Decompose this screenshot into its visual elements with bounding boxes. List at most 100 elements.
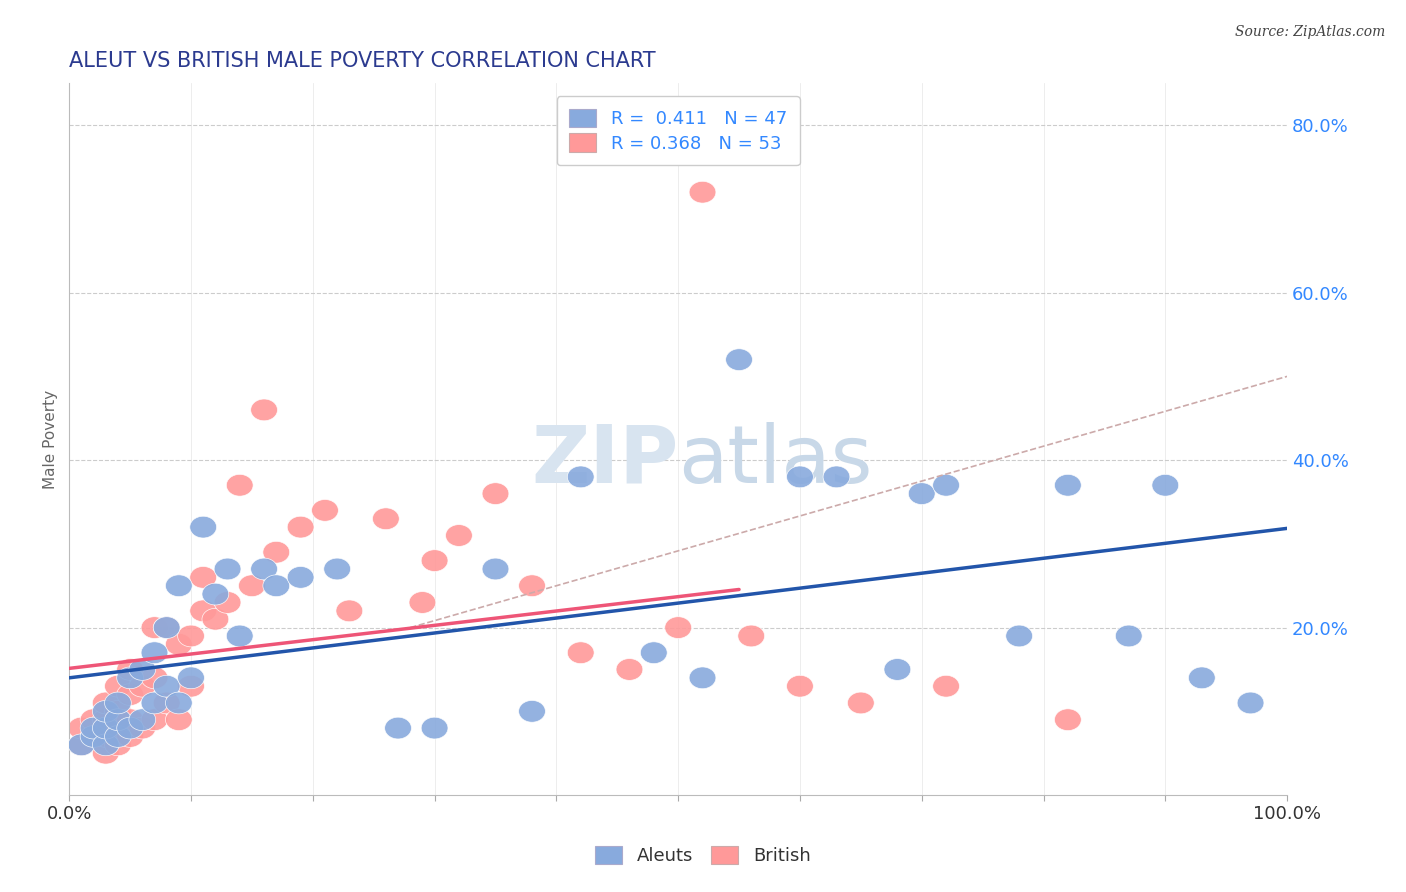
Ellipse shape xyxy=(689,667,716,689)
Ellipse shape xyxy=(665,616,692,639)
Ellipse shape xyxy=(104,692,131,714)
Legend: Aleuts, British: Aleuts, British xyxy=(586,837,820,874)
Ellipse shape xyxy=(1188,667,1215,689)
Ellipse shape xyxy=(226,475,253,496)
Ellipse shape xyxy=(202,608,229,630)
Ellipse shape xyxy=(725,349,752,370)
Ellipse shape xyxy=(93,709,120,731)
Ellipse shape xyxy=(519,700,546,723)
Ellipse shape xyxy=(166,633,193,656)
Text: atlas: atlas xyxy=(678,422,873,500)
Ellipse shape xyxy=(177,675,204,697)
Ellipse shape xyxy=(336,600,363,622)
Ellipse shape xyxy=(117,717,143,739)
Ellipse shape xyxy=(153,616,180,639)
Ellipse shape xyxy=(385,717,412,739)
Ellipse shape xyxy=(166,709,193,731)
Ellipse shape xyxy=(80,725,107,747)
Ellipse shape xyxy=(129,675,156,697)
Ellipse shape xyxy=(1152,475,1178,496)
Ellipse shape xyxy=(689,181,716,203)
Ellipse shape xyxy=(141,692,167,714)
Ellipse shape xyxy=(932,475,959,496)
Ellipse shape xyxy=(141,709,167,731)
Ellipse shape xyxy=(482,558,509,580)
Ellipse shape xyxy=(67,734,94,756)
Ellipse shape xyxy=(214,591,240,614)
Ellipse shape xyxy=(422,717,449,739)
Ellipse shape xyxy=(1115,625,1142,647)
Ellipse shape xyxy=(1237,692,1264,714)
Text: ZIP: ZIP xyxy=(531,422,678,500)
Ellipse shape xyxy=(932,675,959,697)
Ellipse shape xyxy=(166,692,193,714)
Ellipse shape xyxy=(80,717,107,739)
Ellipse shape xyxy=(153,692,180,714)
Ellipse shape xyxy=(104,675,131,697)
Ellipse shape xyxy=(848,692,875,714)
Ellipse shape xyxy=(312,500,339,521)
Ellipse shape xyxy=(287,516,314,538)
Ellipse shape xyxy=(93,692,120,714)
Ellipse shape xyxy=(568,642,595,664)
Ellipse shape xyxy=(250,558,277,580)
Ellipse shape xyxy=(177,667,204,689)
Ellipse shape xyxy=(129,717,156,739)
Ellipse shape xyxy=(141,667,167,689)
Ellipse shape xyxy=(568,466,595,488)
Ellipse shape xyxy=(67,734,94,756)
Ellipse shape xyxy=(117,683,143,706)
Ellipse shape xyxy=(104,734,131,756)
Ellipse shape xyxy=(153,675,180,697)
Ellipse shape xyxy=(884,658,911,681)
Ellipse shape xyxy=(104,700,131,723)
Ellipse shape xyxy=(67,717,94,739)
Ellipse shape xyxy=(117,667,143,689)
Ellipse shape xyxy=(422,549,449,572)
Ellipse shape xyxy=(202,583,229,605)
Ellipse shape xyxy=(177,625,204,647)
Ellipse shape xyxy=(786,466,813,488)
Ellipse shape xyxy=(287,566,314,588)
Ellipse shape xyxy=(104,725,131,747)
Ellipse shape xyxy=(250,399,277,421)
Ellipse shape xyxy=(80,709,107,731)
Ellipse shape xyxy=(141,616,167,639)
Ellipse shape xyxy=(129,658,156,681)
Ellipse shape xyxy=(908,483,935,505)
Ellipse shape xyxy=(117,725,143,747)
Ellipse shape xyxy=(117,658,143,681)
Ellipse shape xyxy=(93,725,120,747)
Text: ALEUT VS BRITISH MALE POVERTY CORRELATION CHART: ALEUT VS BRITISH MALE POVERTY CORRELATIO… xyxy=(69,51,655,70)
Ellipse shape xyxy=(104,717,131,739)
Ellipse shape xyxy=(153,616,180,639)
Legend: R =  0.411   N = 47, R = 0.368   N = 53: R = 0.411 N = 47, R = 0.368 N = 53 xyxy=(557,96,800,165)
Ellipse shape xyxy=(409,591,436,614)
Ellipse shape xyxy=(786,675,813,697)
Ellipse shape xyxy=(80,725,107,747)
Ellipse shape xyxy=(446,524,472,547)
Ellipse shape xyxy=(214,558,240,580)
Ellipse shape xyxy=(226,625,253,647)
Ellipse shape xyxy=(482,483,509,505)
Ellipse shape xyxy=(117,709,143,731)
Ellipse shape xyxy=(616,658,643,681)
Ellipse shape xyxy=(1054,475,1081,496)
Ellipse shape xyxy=(263,541,290,563)
Ellipse shape xyxy=(166,574,193,597)
Ellipse shape xyxy=(104,709,131,731)
Ellipse shape xyxy=(823,466,849,488)
Ellipse shape xyxy=(190,516,217,538)
Ellipse shape xyxy=(129,709,156,731)
Ellipse shape xyxy=(263,574,290,597)
Ellipse shape xyxy=(323,558,350,580)
Ellipse shape xyxy=(640,642,668,664)
Text: Source: ZipAtlas.com: Source: ZipAtlas.com xyxy=(1234,25,1385,39)
Ellipse shape xyxy=(519,574,546,597)
Ellipse shape xyxy=(373,508,399,530)
Ellipse shape xyxy=(239,574,266,597)
Ellipse shape xyxy=(738,625,765,647)
Ellipse shape xyxy=(1005,625,1032,647)
Ellipse shape xyxy=(93,734,120,756)
Ellipse shape xyxy=(190,600,217,622)
